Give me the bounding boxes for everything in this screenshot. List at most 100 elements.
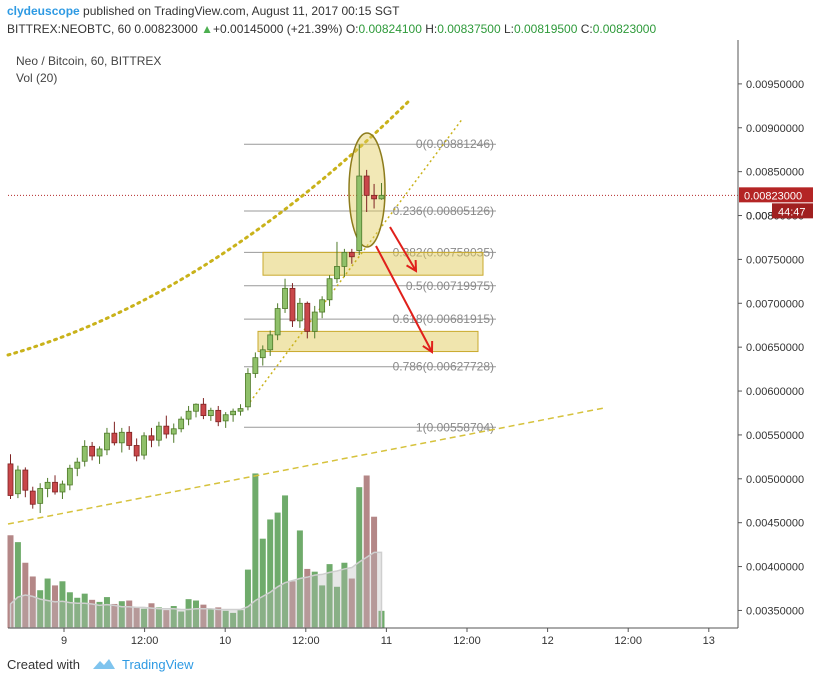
- volume-bar: [59, 581, 66, 628]
- time-tick-label: 12:00: [453, 635, 481, 647]
- volume-bar: [333, 586, 340, 628]
- ohlc-header: BITTREX:NEOBTC, 60 0.00823000 ▲+0.001450…: [7, 22, 656, 36]
- candle-up: [178, 418, 185, 430]
- fib-level-label: 0(0.00881246): [416, 137, 494, 151]
- price-tick-label: 0.00400000: [746, 562, 804, 574]
- tradingview-brand-link[interactable]: TradingView: [122, 657, 194, 672]
- candle-up: [15, 469, 21, 495]
- time-tick-label: 12:00: [292, 635, 320, 647]
- volume-bar: [74, 597, 81, 628]
- time-tick-label: 12:00: [614, 635, 642, 647]
- time-tick-label: 12:00: [131, 635, 159, 647]
- price-tick-label: 0.00350000: [746, 605, 804, 617]
- up-triangle-icon: ▲: [201, 22, 214, 36]
- volume-bar: [363, 475, 370, 628]
- fib-level-label: 1(0.00558704): [416, 420, 494, 434]
- down-arrow-long: [375, 245, 433, 353]
- chart-title: Neo / Bitcoin, 60, BITTREX: [16, 54, 162, 68]
- published-text: published on TradingView.com, August 11,…: [83, 4, 400, 18]
- candle-up: [237, 408, 244, 412]
- candle-down: [304, 302, 311, 332]
- symbol-label: BITTREX:NEOBTC, 60: [7, 22, 132, 36]
- price-tick-label: 0.00550000: [746, 430, 804, 442]
- volume-bar: [141, 608, 148, 628]
- candle-up: [245, 373, 251, 408]
- volume-bar: [319, 585, 326, 628]
- countdown-text: 44:47: [778, 206, 806, 218]
- volume-bar: [185, 599, 192, 628]
- down-arrow-long-head: [422, 340, 434, 354]
- candle-up: [37, 488, 44, 504]
- volume-bar: [155, 607, 162, 628]
- volume-bar: [133, 607, 140, 628]
- time-tick-label: 10: [219, 635, 231, 647]
- candle-down: [89, 445, 96, 457]
- footer: Created with TradingView: [7, 657, 194, 672]
- steep-trend-line: [249, 117, 464, 403]
- volume-bar: [341, 562, 348, 628]
- volume-indicator-label: Vol (20): [16, 71, 58, 85]
- volume-bar: [7, 535, 14, 628]
- candle-down: [371, 194, 377, 200]
- candle-up: [170, 428, 177, 435]
- price-tick-label: 0.008: [746, 211, 774, 223]
- volume-bar: [237, 610, 244, 628]
- candle-up: [207, 409, 214, 417]
- volume-bar: [215, 607, 222, 628]
- candle-up: [326, 278, 333, 301]
- change-value: +0.00145000 (+21.39%): [213, 22, 343, 36]
- volume-bar: [348, 578, 355, 628]
- price-tick-label: 0.00700000: [746, 298, 804, 310]
- countdown-tag: [772, 203, 813, 219]
- candle-down: [22, 469, 29, 491]
- last-price-tag-text: 0.00823000: [744, 190, 802, 202]
- candle-down: [289, 287, 296, 322]
- candle-up: [341, 251, 348, 267]
- fib-level-label: 0.786(0.00627728): [393, 360, 494, 374]
- last-price-tag: [739, 187, 813, 203]
- volume-bar: [274, 512, 281, 628]
- volume-bar: [356, 487, 363, 628]
- candle-up: [282, 287, 288, 309]
- fib-level-label: 0.5(0.00719975): [406, 279, 494, 293]
- candle-up: [230, 410, 237, 416]
- volume-bar: [14, 542, 21, 628]
- candle-up: [356, 175, 363, 252]
- published-header: clydeuscope published on TradingView.com…: [7, 4, 399, 18]
- price-tick-label: 0.00500000: [746, 474, 804, 486]
- created-with-text: Created with: [7, 657, 80, 672]
- price-tick-label: 0.00450000: [746, 518, 804, 530]
- candle-up: [59, 483, 66, 493]
- candle-up: [96, 448, 103, 457]
- time-tick-label: 13: [703, 635, 715, 647]
- time-tick-label: 11: [381, 635, 392, 647]
- candle-up: [141, 435, 147, 456]
- down-arrow-short-head: [406, 259, 418, 273]
- volume-bar: [29, 576, 36, 628]
- volume-bar: [244, 569, 251, 628]
- volume-bar: [230, 612, 237, 628]
- price-tick-label: 0.00850000: [746, 167, 804, 179]
- candle-down: [133, 445, 140, 457]
- price-tick-label: 0.00900000: [746, 123, 804, 135]
- close-value: 0.00823000: [592, 22, 657, 36]
- volume-bar: [178, 611, 185, 628]
- high-label: H:: [425, 22, 438, 36]
- price-chart[interactable]: 0(0.00881246)0.236(0.00805126)0.382(0.00…: [0, 0, 816, 650]
- candle-up: [311, 311, 318, 332]
- author-name[interactable]: clydeuscope: [7, 4, 80, 18]
- candle-up: [104, 432, 110, 451]
- candle-up: [118, 431, 125, 444]
- candle-up: [252, 357, 259, 374]
- volume-bar: [267, 519, 274, 628]
- volume-bar: [66, 592, 73, 628]
- candle-up: [259, 349, 266, 359]
- candle-down: [126, 431, 133, 446]
- candle-down: [363, 175, 370, 196]
- volume-bar: [311, 571, 318, 628]
- fib-level-label: 0.236(0.00805126): [393, 204, 494, 218]
- fib-level-label: 0.618(0.00681915): [393, 312, 494, 326]
- volume-bar: [304, 568, 311, 628]
- candle-up: [267, 334, 274, 351]
- candle-down: [7, 463, 14, 496]
